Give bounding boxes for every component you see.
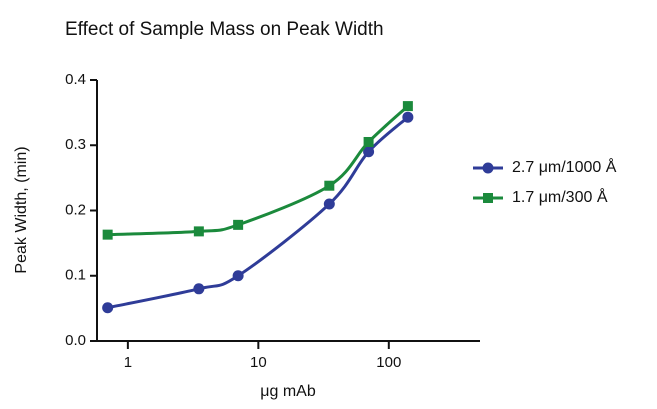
legend-marker: [482, 162, 494, 174]
y-tick-label: 0.3: [65, 136, 86, 153]
marker: [233, 219, 244, 230]
marker: [232, 270, 244, 282]
marker: [193, 283, 205, 295]
marker: [363, 136, 374, 147]
legend-marker: [483, 193, 493, 203]
y-tick-label: 0.2: [65, 201, 86, 218]
marker: [363, 146, 375, 158]
marker: [402, 111, 414, 123]
y-tick-label: 0.1: [65, 267, 86, 284]
marker: [323, 198, 335, 210]
marker: [102, 302, 114, 314]
chart-title: Effect of Sample Mass on Peak Width: [65, 19, 384, 40]
legend-label: 2.7 μm/1000 Å: [512, 157, 617, 176]
x-axis-label: μg mAb: [260, 383, 316, 400]
marker: [402, 101, 413, 112]
x-tick-label: 100: [376, 354, 401, 371]
x-tick-label: 1: [124, 354, 132, 371]
series-line: [107, 116, 409, 310]
y-axis-label: Peak Width, (min): [13, 146, 30, 273]
marker: [102, 229, 113, 240]
legend-label: 1.7 μm/300 Å: [512, 187, 608, 206]
marker: [193, 226, 204, 237]
x-tick-label: 10: [250, 354, 267, 371]
series-line: [107, 104, 409, 237]
marker: [324, 180, 335, 191]
y-tick-label: 0.0: [65, 332, 86, 349]
y-tick-label: 0.4: [65, 71, 86, 88]
